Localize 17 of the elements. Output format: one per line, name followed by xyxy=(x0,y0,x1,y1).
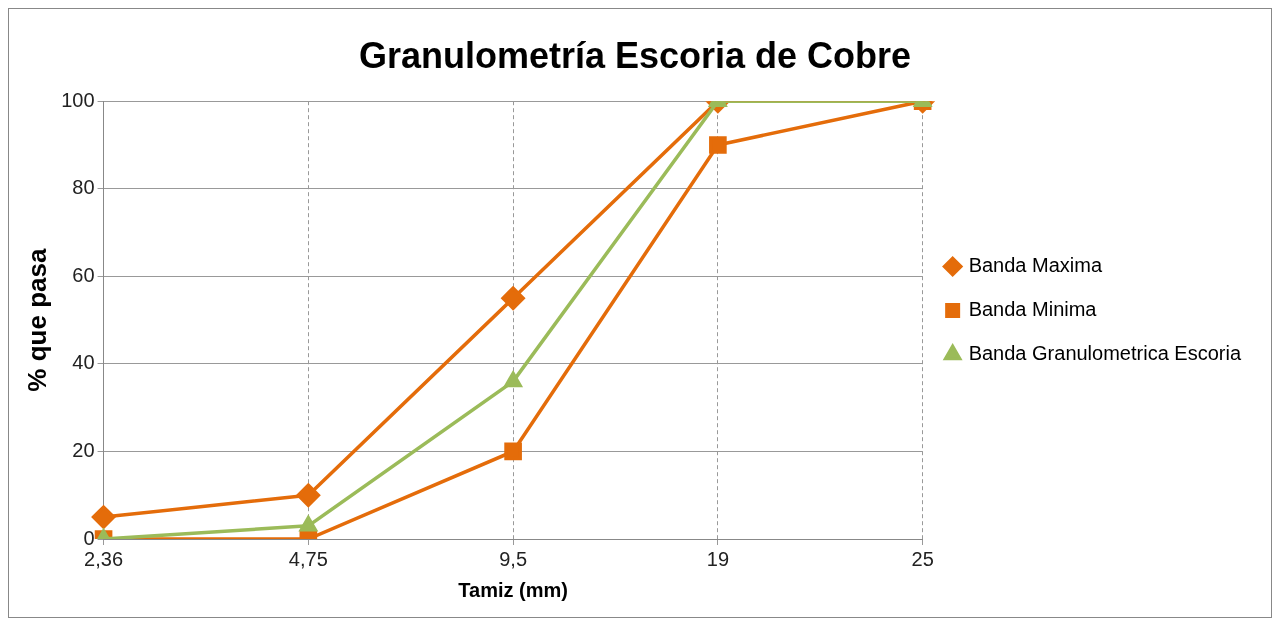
y-tick-label: 60 xyxy=(72,263,95,286)
legend-label: Banda Maxima xyxy=(968,254,1103,277)
legend-label: Banda Granulometrica Escoria xyxy=(968,342,1242,365)
legend-label: Banda Minima xyxy=(968,298,1098,321)
x-tick-label: 9,5 xyxy=(499,547,528,570)
y-tick-label: 20 xyxy=(72,438,95,461)
y-axis-title: % que pasa xyxy=(21,248,52,392)
y-tick-label: 80 xyxy=(72,176,95,199)
y-tick-label: 40 xyxy=(72,351,95,374)
x-tick-label: 25 xyxy=(911,547,934,570)
y-tick-label: 100 xyxy=(61,88,95,111)
chart-title: Granulometría Escoria de Cobre xyxy=(358,34,912,76)
x-tick-label: 19 xyxy=(706,547,729,570)
x-tick-label: 4,75 xyxy=(288,547,328,570)
x-tick-label: 2,36 xyxy=(84,547,124,570)
y-tick-label: 0 xyxy=(83,526,95,549)
x-axis-title: Tamiz (mm) xyxy=(458,578,568,601)
